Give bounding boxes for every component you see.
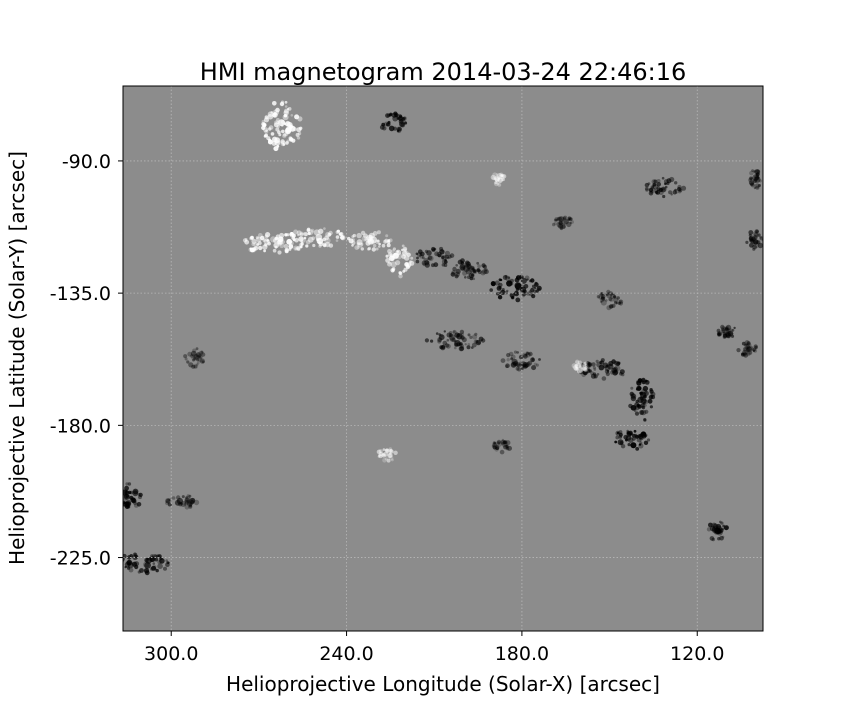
negative-polarity-region-7: [424, 329, 486, 352]
y-tick-label: -225.0: [50, 548, 111, 570]
grid-lines: [123, 86, 763, 631]
negative-polarity-region-15: [706, 520, 729, 542]
negative-polarity-region-8: [500, 350, 541, 372]
negative-polarity-region-5: [450, 258, 489, 281]
y-axis-label: Helioprojective Latitude (Solar-Y) [arcs…: [5, 151, 29, 565]
positive-polarity-region-4: [385, 244, 415, 279]
negative-polarity-region-12: [596, 289, 624, 311]
positive-polarity-region-8: [490, 172, 507, 187]
negative-polarity-region-13: [379, 111, 408, 134]
positive-polarity-region-6: [376, 447, 398, 463]
positive-polarity-region-3: [347, 230, 393, 252]
plot-frame: [122, 85, 764, 632]
x-tick-label: 180.0: [495, 643, 549, 665]
positive-polarity-region-7: [571, 359, 589, 374]
x-axis-label: Helioprojective Longitude (Solar-X) [arc…: [226, 672, 660, 696]
magnetogram-image: [123, 86, 763, 631]
negative-polarity-region-22: [552, 215, 574, 231]
negative-polarity-region-17: [736, 340, 758, 358]
negative-polarity-region-19: [747, 169, 762, 190]
y-tick-label: -135.0: [50, 283, 111, 305]
magnetogram-background: [123, 86, 763, 631]
negative-polarity-region-6: [415, 246, 455, 268]
chart-title: HMI magnetogram 2014-03-24 22:46:16: [200, 58, 687, 86]
y-tick-label: -180.0: [50, 415, 111, 437]
negative-polarity-region-20: [183, 347, 206, 369]
x-tick-label: 240.0: [319, 643, 373, 665]
positive-polarity-region-1: [242, 232, 303, 255]
negative-polarity-region-14: [644, 176, 687, 199]
negative-polarity-region-18: [745, 229, 763, 251]
negative-polarity-region-10: [123, 482, 143, 510]
x-tick-label: 300.0: [144, 643, 198, 665]
negative-polarity-region-4: [489, 274, 542, 303]
negative-polarity-region-21: [491, 438, 512, 455]
x-axis-ticks: 300.0 240.0 180.0 120.0: [144, 631, 724, 665]
y-axis-ticks: -225.0 -180.0 -135.0 -90.0: [50, 151, 123, 570]
positive-polarity-region-2: [289, 227, 346, 248]
y-tick-label: -90.0: [62, 151, 111, 173]
negative-polarity-region-16: [716, 324, 736, 339]
negative-polarity-region-9: [123, 552, 170, 576]
negative-polarity-region-11: [165, 494, 200, 510]
negative-polarity-region-3: [577, 358, 625, 381]
negative-polarity-region-1: [614, 429, 651, 451]
positive-polarity-region-5: [261, 100, 303, 152]
x-tick-label: 120.0: [670, 643, 724, 665]
negative-polarity-region-2: [628, 377, 656, 422]
